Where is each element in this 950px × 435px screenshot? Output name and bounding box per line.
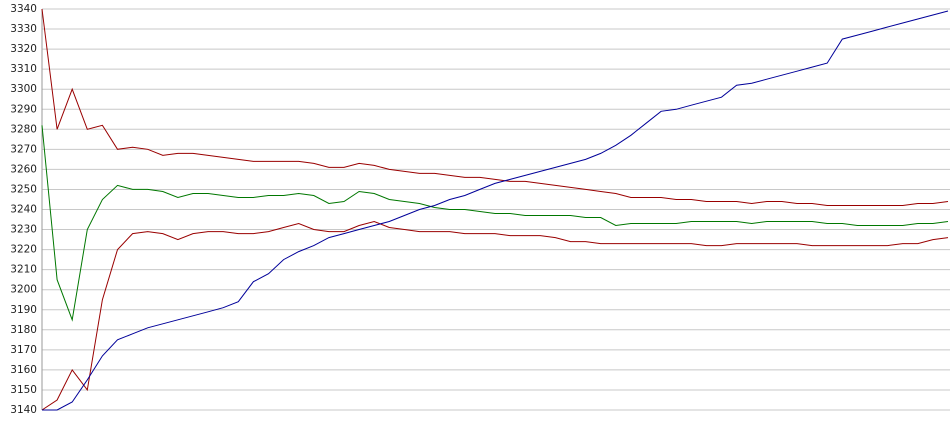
line-series	[42, 10, 949, 411]
line-series	[41, 8, 949, 206]
y-tick-label: 3320	[10, 43, 37, 55]
y-tick-label: 3290	[10, 103, 37, 115]
y-tick-label: 3260	[10, 163, 37, 175]
line-series	[41, 220, 949, 411]
y-tick-label: 3230	[10, 224, 37, 236]
y-tick-label: 3280	[10, 123, 37, 135]
y-tick-label: 3300	[10, 83, 37, 95]
line-series	[41, 125, 949, 322]
y-tick-label: 3140	[10, 404, 37, 416]
y-tick-label: 3340	[10, 3, 37, 15]
y-tick-label: 3170	[10, 344, 37, 356]
y-tick-label: 3160	[10, 364, 37, 376]
y-tick-label: 3330	[10, 23, 37, 35]
y-tick-label: 3270	[10, 143, 37, 155]
y-tick-label: 3150	[10, 384, 37, 396]
y-tick-label: 3240	[10, 204, 37, 216]
y-tick-label: 3250	[10, 183, 37, 195]
y-tick-label: 3220	[10, 244, 37, 256]
y-tick-label: 3190	[10, 304, 37, 316]
y-tick-label: 3310	[10, 63, 37, 75]
y-tick-label: 3200	[10, 284, 37, 296]
y-tick-label: 3180	[10, 324, 37, 336]
y-tick-label: 3210	[10, 264, 37, 276]
